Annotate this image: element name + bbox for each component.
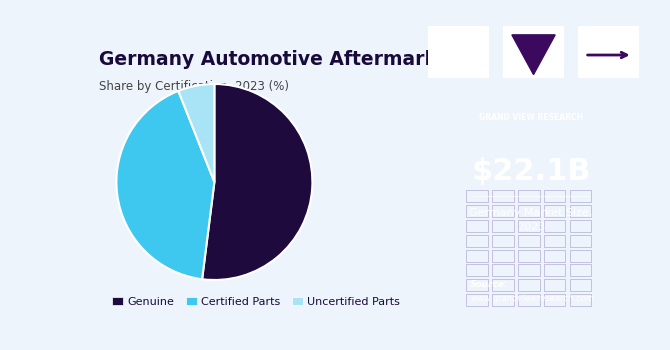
Bar	[518, 279, 539, 291]
Bar	[492, 220, 514, 232]
Bar	[570, 190, 592, 202]
Bar	[544, 250, 565, 262]
Bar	[466, 190, 488, 202]
Bar	[466, 220, 488, 232]
Bar	[492, 190, 514, 202]
Bar	[544, 294, 565, 306]
Wedge shape	[178, 84, 214, 182]
Bar	[544, 279, 565, 291]
Wedge shape	[202, 84, 312, 280]
Bar	[518, 264, 539, 276]
Polygon shape	[512, 35, 555, 75]
Bar	[466, 279, 488, 291]
Bar	[518, 190, 539, 202]
Text: Germany Market Size,
2023: Germany Market Size, 2023	[469, 208, 592, 232]
FancyBboxPatch shape	[578, 26, 639, 78]
Bar	[570, 250, 592, 262]
Bar	[492, 235, 514, 247]
Bar	[466, 235, 488, 247]
Text: GRAND VIEW RESEARCH: GRAND VIEW RESEARCH	[479, 113, 583, 122]
Bar	[492, 205, 514, 217]
Bar	[570, 205, 592, 217]
Bar	[466, 205, 488, 217]
Text: Germany Automotive Aftermarket: Germany Automotive Aftermarket	[98, 50, 458, 69]
Bar	[492, 294, 514, 306]
Bar	[544, 190, 565, 202]
Wedge shape	[117, 91, 214, 279]
Text: $22.1B: $22.1B	[471, 157, 591, 186]
Bar	[544, 220, 565, 232]
Bar	[518, 294, 539, 306]
Bar	[518, 205, 539, 217]
Bar	[544, 235, 565, 247]
Bar	[466, 264, 488, 276]
Bar	[570, 264, 592, 276]
Bar	[492, 250, 514, 262]
Bar	[570, 279, 592, 291]
Bar	[570, 235, 592, 247]
Bar	[518, 235, 539, 247]
Text: Source:: Source:	[470, 280, 509, 289]
Legend: Genuine, Certified Parts, Uncertified Parts: Genuine, Certified Parts, Uncertified Pa…	[108, 292, 405, 312]
Bar	[492, 264, 514, 276]
Bar	[466, 250, 488, 262]
FancyBboxPatch shape	[427, 26, 489, 78]
Bar	[518, 220, 539, 232]
Bar	[544, 264, 565, 276]
Bar	[492, 279, 514, 291]
Bar	[518, 250, 539, 262]
FancyBboxPatch shape	[502, 26, 564, 78]
Text: Share by Certification, 2023 (%): Share by Certification, 2023 (%)	[98, 80, 289, 93]
Bar	[570, 294, 592, 306]
Bar	[466, 294, 488, 306]
Text: www.grandviewresearch.com: www.grandviewresearch.com	[470, 294, 594, 302]
Bar	[570, 220, 592, 232]
Bar	[544, 205, 565, 217]
